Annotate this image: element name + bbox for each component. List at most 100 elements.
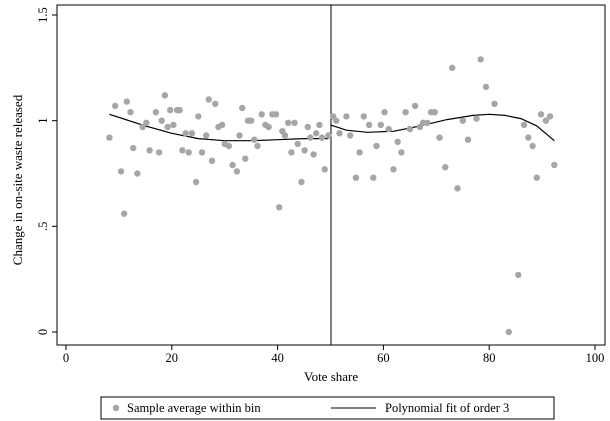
legend-label-fit: Polynomial fit of order 3 <box>385 401 509 415</box>
scatter-point <box>117 168 125 175</box>
scatter-point <box>152 109 160 116</box>
scatter-point <box>449 64 456 72</box>
x-tick-label: 40 <box>271 351 284 365</box>
scatter-point <box>285 119 292 127</box>
scatter-point <box>106 134 113 141</box>
scatter-point <box>454 185 461 192</box>
scatter-point <box>288 149 295 156</box>
scatter-point <box>242 155 249 162</box>
scatter-point <box>473 115 480 122</box>
scatter-point <box>208 157 216 164</box>
x-axis: 0 20 40 60 80 100 <box>63 345 605 365</box>
scatter-point <box>356 149 363 156</box>
x-tick-label: 100 <box>586 351 605 365</box>
scatter-point <box>121 210 128 217</box>
scatter-point <box>346 132 354 139</box>
scatter-point <box>546 113 554 120</box>
scatter-point <box>143 119 150 127</box>
scatter-point <box>203 132 210 139</box>
scatter-point <box>310 151 317 158</box>
scatter-points <box>106 56 558 336</box>
scatter-point <box>182 130 189 137</box>
scatter-point <box>155 149 163 156</box>
scatter-point <box>198 149 206 156</box>
scatter-point <box>161 92 169 99</box>
scatter-point <box>258 111 265 118</box>
y-tick-label: 1 <box>36 118 50 124</box>
x-tick-label: 60 <box>377 351 390 365</box>
scatter-point <box>394 138 401 145</box>
scatter-point <box>373 142 380 150</box>
scatter-point <box>333 117 340 124</box>
scatter-point <box>254 142 261 150</box>
scatter-point <box>390 166 397 173</box>
legend: Sample average within bin Polynomial fit… <box>100 396 555 420</box>
scatter-point <box>218 121 226 129</box>
scatter-point <box>424 119 431 127</box>
scatter-point <box>123 98 130 105</box>
legend-marker-scatter <box>112 404 120 412</box>
scatter-point <box>431 109 438 116</box>
scatter-point <box>316 121 323 129</box>
scatter-point <box>515 271 522 279</box>
scatter-point <box>370 174 377 181</box>
scatter-point <box>127 109 134 116</box>
scatter-point <box>146 147 153 154</box>
scatter-point <box>307 134 314 141</box>
scatter-point <box>192 178 200 186</box>
scatter-point <box>112 102 119 110</box>
scatter-point <box>294 140 301 148</box>
y-axis-title: Change in on-site waste released <box>10 94 25 265</box>
scatter-point <box>491 100 498 108</box>
scatter-point <box>525 134 532 141</box>
scatter-point <box>459 117 466 124</box>
scatter-point <box>537 111 545 118</box>
scatter-point <box>343 113 350 120</box>
scatter-point <box>272 111 280 118</box>
scatter-point <box>130 144 137 152</box>
legend-label-scatter: Sample average within bin <box>127 401 261 415</box>
x-axis-title: Vote share <box>304 369 359 384</box>
x-tick-label: 80 <box>483 351 496 365</box>
scatter-point <box>477 56 484 63</box>
scatter-point <box>239 104 246 112</box>
scatter-point <box>436 134 443 141</box>
scatter-point <box>167 106 174 114</box>
scatter-point <box>406 125 414 133</box>
scatter-point <box>251 136 258 143</box>
scatter-point <box>551 161 558 169</box>
fit-line <box>330 113 555 142</box>
scatter-point <box>281 132 289 139</box>
scatter-point <box>185 149 192 156</box>
scatter-point <box>134 170 141 177</box>
scatter-point <box>336 130 343 137</box>
scatter-point <box>352 174 360 181</box>
scatter-point <box>482 83 490 91</box>
scatter-point <box>205 96 212 103</box>
scatter-point <box>276 204 283 211</box>
scatter-point <box>236 132 243 139</box>
scatter-point <box>179 147 186 154</box>
scatter-point <box>170 121 177 129</box>
scatter-point <box>442 164 449 171</box>
y-axis: 0 .5 1 1.5 <box>36 7 57 335</box>
scatter-point <box>301 147 308 154</box>
x-tick-label: 0 <box>63 351 69 365</box>
y-tick-label: .5 <box>36 222 50 231</box>
scatter-point <box>321 166 328 173</box>
scatter-point <box>529 142 536 150</box>
scatter-point <box>411 102 419 110</box>
scatter-point <box>360 113 367 120</box>
scatter-point <box>225 142 233 150</box>
scatter-point <box>381 109 388 116</box>
scatter-point <box>265 123 272 131</box>
x-tick-label: 20 <box>166 351 179 365</box>
scatter-point <box>229 161 236 169</box>
scatter-point <box>164 123 171 131</box>
scatter-point <box>188 130 196 137</box>
scatter-point <box>233 168 241 175</box>
scatter-point <box>247 117 255 124</box>
scatter-point <box>318 134 326 141</box>
legend-box <box>100 396 555 420</box>
